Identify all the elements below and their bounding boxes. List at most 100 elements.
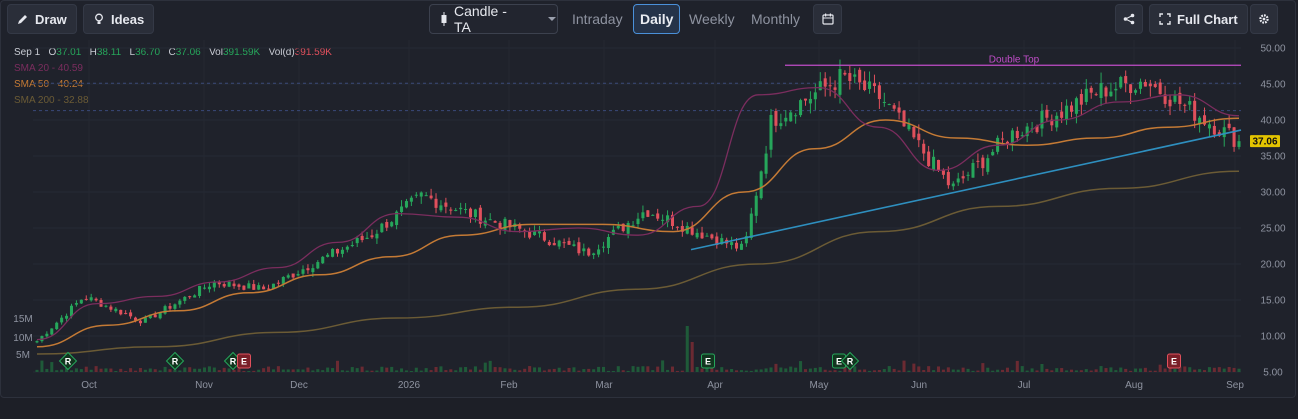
candle-body [1025, 126, 1029, 137]
candle [927, 145, 931, 167]
volume-bar [902, 360, 906, 372]
candle [498, 221, 502, 235]
candle-body [749, 213, 753, 238]
volume-bar [173, 369, 177, 372]
volume-bar [986, 367, 990, 372]
event-marker-shape [58, 351, 78, 371]
candle [799, 98, 803, 118]
legend-vol: 391.59K [222, 47, 261, 58]
share-button[interactable] [1115, 4, 1143, 34]
candle-body [907, 124, 911, 130]
volume-bar [281, 369, 285, 372]
volume-bar [434, 367, 438, 372]
candle [1163, 85, 1167, 108]
candle-body [838, 68, 842, 95]
candle [907, 118, 911, 132]
period-monthly[interactable]: Monthly [751, 11, 801, 27]
candle [207, 282, 211, 293]
candle [675, 226, 679, 231]
candle [986, 154, 990, 175]
calendar-button[interactable] [813, 4, 842, 34]
candle-body [217, 281, 221, 285]
candle [764, 145, 768, 179]
volume-bar [1001, 369, 1005, 372]
volume-bar [449, 369, 453, 372]
full-chart-button[interactable]: Full Chart [1149, 4, 1248, 34]
candle-body [577, 242, 581, 254]
candle [863, 71, 867, 92]
candle [680, 220, 684, 237]
volume-bar [1025, 370, 1029, 372]
candle [306, 264, 310, 274]
candle [267, 284, 271, 291]
volume-bar [858, 369, 862, 372]
volume-bar [971, 370, 975, 372]
volume-bar [1212, 367, 1216, 372]
period-weekly[interactable]: Weekly [689, 11, 735, 27]
price-chart[interactable]: 50.00 45.00 40.00 35.00 30.00 25.00 20.00 15.00… [1, 1, 1297, 399]
candle-body [582, 248, 586, 252]
sma200-label: SMA 200 [14, 95, 55, 106]
volume-bar [1168, 364, 1172, 372]
volume-bar [134, 370, 138, 372]
candle-body [1217, 132, 1221, 136]
candle [163, 304, 167, 315]
volume-bar [592, 369, 596, 372]
volume-bar [922, 370, 926, 372]
volume-bar [656, 366, 660, 372]
candle [114, 307, 118, 313]
x-tick-label: Dec [290, 380, 308, 391]
volume-bar [370, 370, 374, 372]
candle-body [897, 107, 901, 113]
volume-bar [853, 366, 857, 372]
volume-bar [927, 366, 931, 372]
settings-button[interactable] [1250, 4, 1278, 34]
y-tick-label: 50.00 [1260, 44, 1285, 55]
candle-body [587, 248, 591, 256]
candle [843, 70, 847, 76]
candle [621, 223, 625, 233]
ideas-button[interactable]: Ideas [83, 4, 155, 34]
candle [276, 280, 280, 287]
candle [188, 295, 192, 299]
volume-bar [321, 370, 325, 372]
candle [803, 98, 808, 106]
volume-bar [813, 367, 817, 372]
share-icon [1123, 13, 1135, 25]
period-intraday[interactable]: Intraday [572, 11, 623, 27]
volume-bar [464, 367, 468, 372]
candle [99, 298, 103, 307]
period-daily[interactable]: Daily [633, 4, 681, 34]
double-top-label: Double Top [989, 54, 1040, 65]
candle [50, 328, 54, 337]
candle-body [848, 73, 852, 81]
candle [1153, 81, 1157, 89]
candle-body [129, 312, 133, 317]
volume-bar [597, 366, 601, 372]
candle-body [326, 254, 330, 257]
full-chart-label: Full Chart [1177, 11, 1238, 27]
candle [281, 276, 285, 287]
chart-type-dropdown[interactable]: Candle - TA [429, 3, 558, 35]
lightbulb-icon [95, 13, 103, 24]
candle-body [616, 225, 620, 229]
candle [685, 222, 689, 235]
candle-body [237, 284, 241, 287]
sma20-label: SMA 20 [14, 63, 50, 74]
volume-bar [262, 368, 266, 372]
candle [991, 149, 995, 156]
candle [611, 225, 615, 236]
volume-bar [941, 369, 945, 372]
legend-close: 37.06 [175, 47, 201, 58]
volume-bar [468, 369, 473, 372]
candle-body [981, 157, 985, 169]
candle-body [813, 92, 817, 100]
candle-body [1207, 124, 1211, 129]
candle-body [99, 300, 103, 307]
candle [730, 236, 734, 250]
candle-body [345, 246, 349, 250]
volume-bar [1005, 367, 1009, 372]
candle [971, 159, 975, 178]
candle-body [1198, 117, 1202, 124]
draw-button[interactable]: Draw [7, 4, 77, 34]
